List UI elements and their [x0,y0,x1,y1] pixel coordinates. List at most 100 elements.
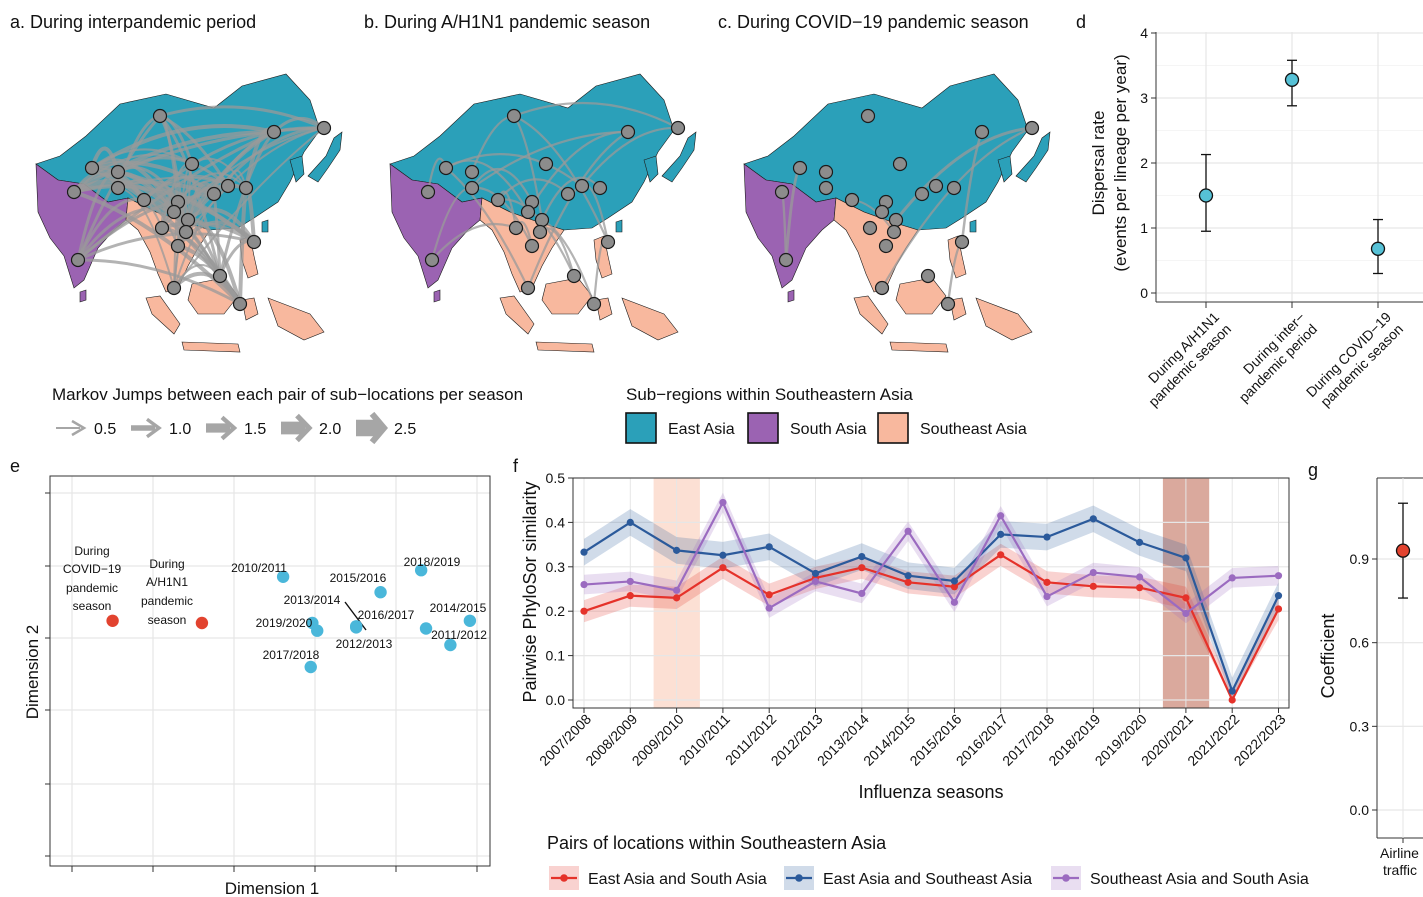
series-line [583,517,1280,694]
data-point [304,660,317,674]
series-line [583,553,1280,703]
y-axis-label: Dimension 2 [23,625,42,720]
location-points [66,108,332,312]
location-point [862,220,878,236]
series-point [719,551,727,559]
jump-arc [431,222,517,261]
y-tick-label: 0.9 [1350,551,1370,567]
location-point [818,164,834,180]
location-point [220,178,236,194]
panel-f-label: f [513,456,519,476]
location-point [534,212,550,228]
jump-arc [77,130,275,262]
data-point [311,624,324,637]
regions-legend: East Asia South Asia Southeast Asia [625,412,1027,444]
location-point [110,164,126,180]
series-point [1043,592,1051,601]
location-point [670,120,686,136]
series-point [858,589,866,598]
series-point [1228,574,1236,582]
location-point [946,180,962,196]
location-point [844,192,860,208]
location-point [238,180,254,196]
series-point [858,552,866,561]
legend-point [560,874,568,882]
data-point [1370,241,1386,256]
region-legend-label: Southeast Asia [920,421,1027,438]
jumps-legend-title: Markov Jumps between each pair of sub−lo… [52,385,523,404]
location-point [974,124,990,140]
label-leader [344,601,367,631]
panel-c-title: c. During COVID−19 pandemic season [718,12,1029,32]
series-point [1089,568,1097,577]
y-tick-label: 0.4 [546,514,566,530]
series-point [580,607,588,615]
location-point [178,224,194,240]
panel-d-label: d [1076,12,1086,32]
series-point [997,512,1005,520]
jump-arc [77,258,241,306]
data-point [106,614,119,627]
point-label: 2016/2017 [358,608,415,622]
series-point [1136,573,1144,581]
chart-f: 0.00.10.20.30.40.52007/20082008/20092009… [520,470,1309,890]
jump-legend-arrowhead [71,419,87,437]
series-point [997,530,1005,538]
chart-e: Dimension 1 Dimension 2 2010/2011 2015/2016… [23,475,491,897]
point-label: 2018/2019 [404,555,461,569]
location-point [592,180,608,196]
location-point [914,186,930,202]
series-point [811,569,820,578]
jump-arc [513,101,679,129]
location-point [136,192,152,208]
location-point [520,280,536,296]
y-tick-label: 1 [1140,220,1148,236]
location-point [954,234,970,250]
point-label: 2012/2013 [336,637,393,651]
location-point [206,186,222,202]
jump-arc [76,207,175,261]
location-point [184,156,200,172]
y-tick-label: 3 [1140,90,1148,106]
location-point [266,124,282,140]
x-axis-label: Dimension 1 [225,879,320,897]
y-tick-label: 0.3 [1350,718,1370,734]
data-point [374,586,387,599]
jump-arc [894,126,1033,221]
region-legend-swatch [747,412,779,444]
location-point [464,180,480,196]
jump-arc [143,126,325,202]
series-point [765,591,773,599]
location-point [874,280,890,296]
location-point [538,156,554,172]
region-legend-label: East Asia [668,421,735,438]
jump-legend-label: 2.5 [394,421,416,438]
panel-g-label: g [1308,460,1318,480]
data-point [195,616,209,630]
y-tick-label: 0.2 [546,603,566,619]
jump-legend-arrowhead [369,411,388,445]
map-h1n1 [389,73,697,353]
region-legend-swatch [877,412,909,444]
jump-arc [172,271,242,306]
location-point [1024,120,1040,136]
location-point [154,220,170,236]
location-point [316,120,332,136]
series-point [719,498,727,507]
series-point [626,592,634,600]
location-point [508,220,524,236]
series-point [765,604,773,612]
location-point [420,184,436,200]
x-axis-label: Influenza seasons [858,782,1003,802]
jump-arc [513,114,610,243]
point-label: season [73,599,112,613]
jump-legend-label: 0.5 [94,421,116,438]
x-tick-label: traffic [1383,862,1417,878]
y-tick-label: 0 [1140,285,1148,301]
location-point [940,296,956,312]
legend-point [795,874,803,882]
location-point [566,268,582,284]
x-tick-label: Airline [1380,845,1419,861]
jump-arc [72,129,275,194]
